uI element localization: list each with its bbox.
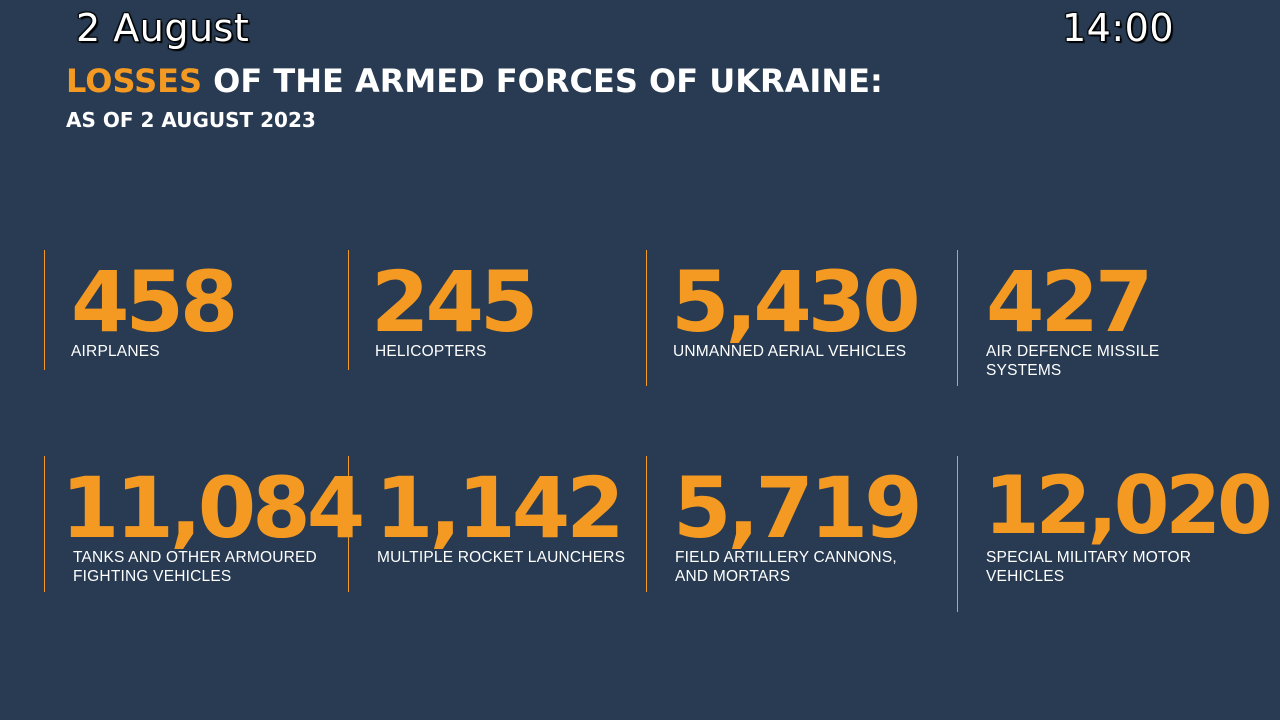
title-rest: OF THE ARMED FORCES OF UKRAINE: xyxy=(202,62,883,100)
stat-tanks: 11,084 TANKS AND OTHER ARMOURED FIGHTING… xyxy=(44,456,365,592)
stat-airplanes: 458 AIRPLANES xyxy=(44,250,335,370)
stat-label: UNMANNED AERIAL VEHICLES xyxy=(673,343,907,360)
stat-label: SPECIAL MILITARY MOTOR VEHICLES xyxy=(986,549,1192,585)
stat-label: MULTIPLE ROCKET LAUNCHERS xyxy=(377,549,626,566)
date-overlay: 2 August xyxy=(76,6,250,50)
title-accent: LOSSES xyxy=(66,62,203,100)
stat-label: AIR DEFENCE MISSILE SYSTEMS xyxy=(986,343,1160,379)
stat-label: TANKS AND OTHER ARMOURED FIGHTING VEHICL… xyxy=(73,549,317,585)
stat-mlrs: 1,142 MULTIPLE ROCKET LAUNCHERS xyxy=(348,456,639,592)
stat-value: 1,142 xyxy=(375,459,625,557)
stat-air-defence: 427 AIR DEFENCE MISSILE SYSTEMS xyxy=(957,250,1258,386)
stat-value: 458 xyxy=(71,253,238,351)
time-overlay: 14:00 xyxy=(1061,6,1174,50)
page-subtitle: AS OF 2 AUGUST 2023 xyxy=(66,108,316,132)
stat-label: FIELD ARTILLERY CANNONS, AND MORTARS xyxy=(675,549,897,585)
stat-uavs: 5,430 UNMANNED AERIAL VEHICLES xyxy=(646,250,947,386)
stat-value: 245 xyxy=(371,253,538,351)
stat-helicopters: 245 HELICOPTERS xyxy=(348,250,634,370)
stat-value: 12,020 xyxy=(984,459,1273,552)
stat-label: HELICOPTERS xyxy=(375,343,487,360)
stat-value: 11,084 xyxy=(61,459,365,557)
stat-value: 427 xyxy=(986,253,1153,351)
stat-artillery: 5,719 FIELD ARTILLERY CANNONS, AND MORTA… xyxy=(646,456,947,592)
stat-value: 5,430 xyxy=(671,253,921,351)
stat-motor-vehicles: 12,020 SPECIAL MILITARY MOTOR VEHICLES xyxy=(957,456,1273,612)
stat-value: 5,719 xyxy=(673,459,923,557)
stat-label: AIRPLANES xyxy=(71,343,160,360)
page-title: LOSSES OF THE ARMED FORCES OF UKRAINE: xyxy=(66,62,883,100)
